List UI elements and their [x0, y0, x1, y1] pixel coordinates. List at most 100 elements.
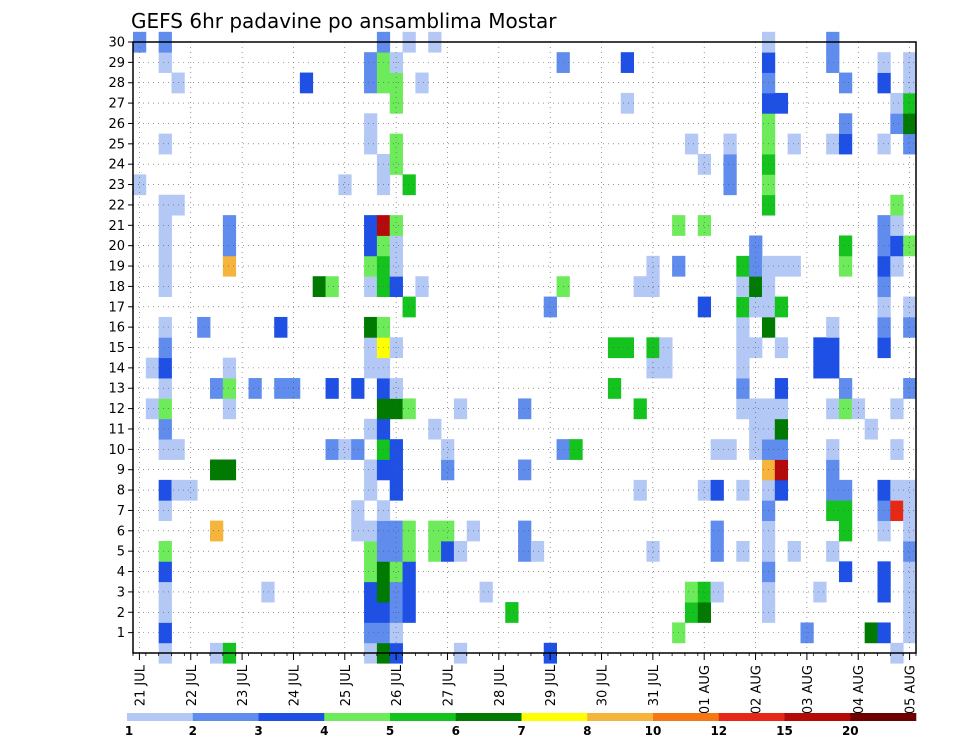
- heatmap-cell: [222, 459, 237, 481]
- heatmap-cell: [158, 500, 172, 522]
- heatmap-cell: [351, 500, 365, 522]
- heatmap-cell: [890, 194, 904, 216]
- heatmap-cell: [389, 255, 403, 277]
- x-tick-label: 02 AUG: [750, 665, 765, 714]
- heatmap-cell: [402, 520, 416, 542]
- y-tick-label: 13: [108, 382, 125, 397]
- heatmap-cell: [158, 337, 172, 359]
- heatmap-cell: [877, 520, 891, 542]
- heatmap-cell: [222, 357, 237, 379]
- heatmap-cell: [684, 133, 699, 155]
- heatmap-cell: [890, 215, 904, 236]
- heatmap-cell: [364, 622, 378, 644]
- colorbar-swatch: [718, 713, 785, 721]
- heatmap-cell: [299, 72, 314, 94]
- heatmap-cell: [903, 540, 917, 562]
- heatmap-cell: [723, 439, 737, 460]
- heatmap-cell: [710, 540, 724, 562]
- heatmap-cell: [838, 500, 853, 522]
- heatmap-cell: [826, 133, 840, 155]
- heatmap-cell: [351, 520, 365, 542]
- heatmap-cell: [364, 479, 378, 501]
- heatmap-cell: [518, 459, 532, 481]
- heatmap-cell: [133, 174, 147, 196]
- heatmap-cell: [774, 398, 789, 420]
- colorbar-label: 2: [189, 724, 197, 738]
- heatmap-cell: [903, 92, 917, 114]
- colorbar-swatch: [127, 713, 194, 721]
- heatmap-cell: [633, 479, 647, 501]
- heatmap-cell: [389, 439, 403, 460]
- heatmap-cell: [697, 479, 712, 501]
- heatmap-cell: [813, 581, 827, 603]
- heatmap-cell: [453, 398, 468, 420]
- heatmap-cell: [389, 378, 403, 399]
- heatmap-cell: [826, 52, 840, 73]
- heatmap-cell: [364, 72, 378, 94]
- colorbar-label: 10: [645, 724, 662, 738]
- heatmap-cell: [838, 561, 853, 583]
- y-tick-label: 5: [117, 545, 125, 560]
- x-tick-label: 01 AUG: [698, 665, 713, 714]
- heatmap-cell: [441, 540, 455, 562]
- y-tick-label: 1: [117, 626, 125, 641]
- colorbar-swatch: [653, 713, 720, 721]
- heatmap-cell: [736, 296, 750, 318]
- heatmap-cell: [749, 255, 763, 277]
- heatmap-cell: [736, 337, 750, 359]
- colorbar-label: 12: [710, 724, 727, 738]
- y-tick-label: 25: [108, 137, 125, 152]
- heatmap-cell: [158, 316, 172, 338]
- heatmap-cell: [787, 255, 801, 277]
- y-tick-label: 6: [117, 524, 125, 539]
- heatmap-cell: [710, 439, 724, 460]
- heatmap-cell: [877, 500, 891, 522]
- heatmap-cell: [774, 296, 789, 318]
- heatmap-cell: [158, 540, 172, 562]
- heatmap-cell: [877, 133, 891, 155]
- x-tick-label: 23 JUL: [236, 664, 251, 706]
- heatmap-cell: [364, 52, 378, 73]
- heatmap-cell: [325, 439, 339, 460]
- heatmap-cell: [158, 561, 172, 583]
- colorbar-legend: 1 2 3 4 5 6 7 8 10 12 15 20: [125, 713, 917, 738]
- heatmap-cell: [659, 337, 673, 359]
- heatmap-cell: [402, 174, 416, 196]
- heatmap-cell: [826, 459, 840, 481]
- heatmap-cell: [723, 133, 737, 155]
- heatmap-cell: [389, 276, 403, 297]
- heatmap-cell: [710, 520, 724, 542]
- colorbar-swatch: [258, 713, 325, 721]
- heatmap-cell: [736, 378, 750, 399]
- heatmap-cell: [607, 337, 622, 359]
- heatmap-cell: [620, 52, 635, 73]
- x-tick-label: 29 JUL: [544, 664, 559, 706]
- heatmap-cell: [749, 235, 763, 257]
- heatmap-cell: [903, 378, 917, 399]
- heatmap-cell: [274, 316, 288, 338]
- heatmap-cell: [389, 215, 403, 236]
- heatmap-cell: [338, 439, 352, 460]
- heatmap-cell: [723, 174, 737, 196]
- x-tick-label: 25 JUL: [339, 664, 354, 706]
- heatmap-cell: [774, 418, 789, 440]
- heatmap-cell: [248, 378, 262, 399]
- y-tick-label: 9: [117, 463, 125, 478]
- heatmap-cell: [158, 602, 172, 623]
- heatmap-cell: [364, 276, 378, 297]
- heatmap-cell: [903, 561, 917, 583]
- heatmap-cell: [749, 296, 763, 318]
- heatmap-cell: [877, 581, 891, 603]
- heatmap-cell: [736, 357, 750, 379]
- y-tick-label: 19: [108, 260, 125, 275]
- heatmap-cell: [402, 540, 416, 562]
- heatmap-cell: [620, 337, 635, 359]
- heatmap-cell: [787, 540, 801, 562]
- heatmap-cell: [441, 439, 455, 460]
- heatmap-cell: [428, 540, 442, 562]
- heatmap-cell: [838, 398, 853, 420]
- y-tick-label: 20: [108, 239, 125, 254]
- heatmap-cell: [749, 398, 763, 420]
- heatmap-cell: [389, 520, 403, 542]
- heatmap-cell: [441, 459, 455, 481]
